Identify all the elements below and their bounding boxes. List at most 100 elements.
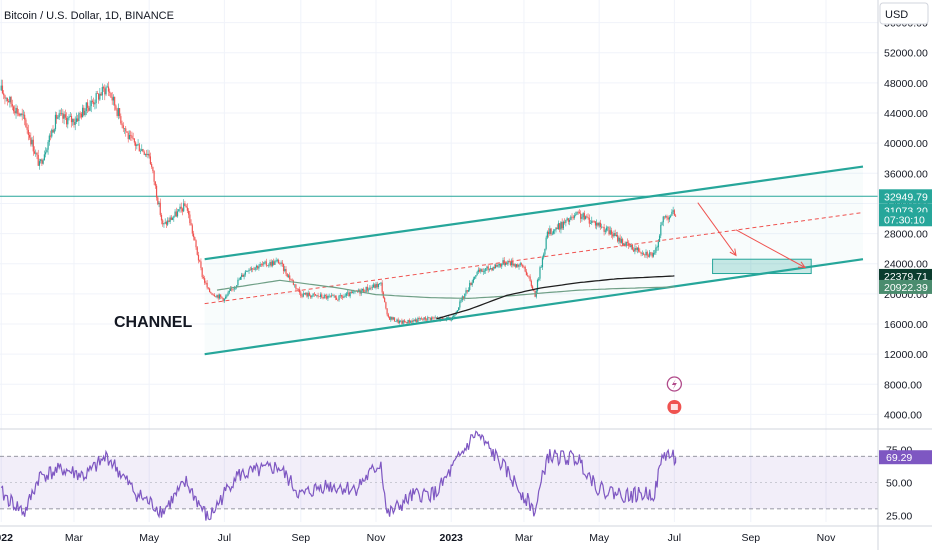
- candle-up: [430, 317, 433, 320]
- candle-down: [388, 316, 391, 320]
- candle-up: [84, 110, 86, 116]
- candle-down: [115, 105, 117, 110]
- candle-down: [462, 296, 465, 299]
- candle-down: [337, 299, 339, 301]
- rsi-line[interactable]: [0, 430, 677, 521]
- currency-selector-box[interactable]: [879, 2, 929, 25]
- price-axis-label: 44000.00: [884, 108, 928, 120]
- candle-up: [338, 295, 340, 301]
- candle-up: [475, 275, 477, 278]
- candle-up: [460, 300, 462, 302]
- candle-down: [418, 318, 420, 319]
- currency-selector-label[interactable]: USD: [885, 9, 908, 21]
- candle-up: [58, 113, 60, 118]
- candle-up: [233, 287, 235, 290]
- candle-up: [454, 314, 456, 316]
- candle-down: [393, 317, 396, 322]
- candle-down: [125, 128, 127, 132]
- candle-up: [409, 321, 412, 323]
- channel-upper-line[interactable]: [204, 165, 864, 261]
- price-marker-box[interactable]: [879, 212, 932, 227]
- candle-down: [3, 93, 5, 96]
- candle-up: [549, 228, 551, 235]
- projection-arrow[interactable]: [697, 202, 737, 256]
- candle-down: [433, 317, 435, 319]
- candle-up: [538, 278, 540, 280]
- candle-up: [375, 283, 377, 288]
- candle-down: [185, 205, 187, 208]
- candle-down: [350, 291, 352, 293]
- candle-down: [635, 248, 637, 250]
- candle-down: [592, 220, 594, 222]
- candle-up: [284, 268, 286, 271]
- candle-down: [98, 93, 100, 100]
- candle-up: [53, 129, 55, 133]
- candle-up: [43, 154, 45, 161]
- candle-down: [189, 214, 191, 224]
- channel-lower-line[interactable]: [204, 258, 864, 356]
- candle-up: [163, 223, 165, 225]
- candle-up: [228, 290, 230, 293]
- candle-down: [301, 296, 303, 297]
- candle-down: [62, 113, 64, 119]
- candle-down: [213, 294, 216, 297]
- price-marker-label: 32949.79: [884, 191, 928, 203]
- price-marker-box[interactable]: [879, 189, 932, 204]
- target-zone-box[interactable]: [712, 258, 812, 275]
- candle-down: [597, 222, 599, 226]
- candle-up: [660, 225, 662, 236]
- candle-down: [194, 237, 196, 241]
- price-panel[interactable]: [0, 79, 878, 414]
- price-marker-box[interactable]: [879, 279, 932, 294]
- candle-up: [225, 296, 227, 299]
- candle-up: [539, 267, 541, 279]
- price-marker-box[interactable]: [879, 268, 932, 283]
- candle-down: [640, 252, 642, 254]
- currency-selector[interactable]: USD: [879, 2, 929, 25]
- candle-down: [470, 283, 472, 285]
- moving-average-green[interactable]: [216, 279, 675, 300]
- price-axis-label: 28000.00: [884, 229, 928, 241]
- candle-up: [458, 307, 460, 311]
- time-axis-label: Sep: [291, 532, 310, 544]
- candle-up: [565, 220, 567, 223]
- candle-up: [38, 161, 41, 166]
- projection-arrow[interactable]: [735, 229, 806, 268]
- channel-mid-line[interactable]: [204, 211, 864, 305]
- candle-down: [567, 218, 569, 222]
- candle-up: [141, 149, 143, 151]
- candle-up: [439, 317, 441, 320]
- candle-down: [413, 320, 415, 322]
- candle-down: [587, 217, 589, 218]
- candle-down: [614, 233, 616, 237]
- candle-down: [310, 295, 312, 298]
- moving-average-dark[interactable]: [436, 275, 675, 320]
- rsi-panel[interactable]: [0, 430, 878, 521]
- rsi-value-marker[interactable]: [879, 450, 932, 465]
- candle-down: [135, 142, 137, 146]
- rsi-value-label: 69.29: [886, 452, 912, 464]
- candle-down: [154, 181, 156, 186]
- rsi-axis-label: 25.00: [886, 510, 912, 522]
- candle-up: [94, 103, 96, 105]
- time-axis-label: Sep: [741, 532, 760, 544]
- candle-down: [315, 294, 317, 296]
- candle-up: [515, 264, 518, 267]
- candle-up: [353, 291, 355, 293]
- candle-up: [607, 227, 609, 229]
- rsi-axis-label: 50.00: [886, 478, 912, 490]
- price-axis-label: 36000.00: [884, 168, 928, 180]
- candle-up: [554, 229, 556, 231]
- candle-up: [302, 293, 304, 297]
- candle-down: [580, 213, 582, 219]
- candle-down: [175, 211, 177, 217]
- candle-down: [118, 108, 121, 117]
- candle-down: [73, 119, 75, 125]
- candle-down: [86, 102, 89, 108]
- candle-up: [546, 231, 548, 238]
- candle-down: [326, 295, 328, 299]
- candle-down: [149, 156, 152, 164]
- candle-down: [313, 293, 315, 295]
- candle-up: [655, 247, 657, 253]
